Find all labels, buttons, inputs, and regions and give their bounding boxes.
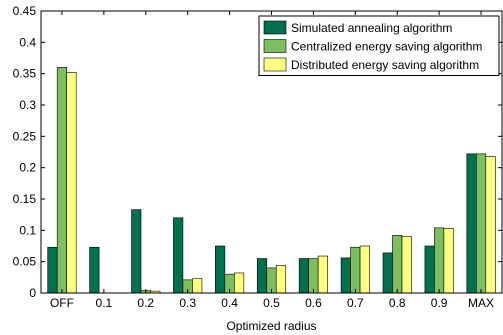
y-tick-label: 0.1 [19, 223, 36, 237]
bar [66, 72, 77, 294]
y-tick-label: 0.4 [19, 35, 36, 49]
bar [466, 153, 477, 294]
x-tick-label: 0.7 [347, 296, 364, 310]
legend-label: Distributed energy saving algorithm [291, 58, 479, 72]
legend-swatch [263, 57, 287, 72]
bar [298, 258, 309, 294]
bar [443, 228, 454, 294]
bar [192, 278, 203, 294]
legend: Simulated annealing algorithm Centralized… [258, 15, 500, 76]
legend-swatch [263, 39, 287, 53]
bar [401, 236, 412, 294]
y-tick-label: 0.35 [13, 67, 37, 81]
bar [47, 246, 58, 294]
bar [256, 258, 268, 294]
bar [475, 153, 487, 294]
bar [215, 245, 226, 294]
x-tick-label: 0.9 [431, 296, 448, 310]
y-tick-label: 0.15 [13, 192, 37, 206]
ticks-layer: 0 0.05 0.1 0.15 0.2 0.25 0.3 0.35 0.4 0.45 OFF 0.1 0… [13, 4, 502, 310]
x-tick-label: MAX [468, 296, 494, 310]
bar [392, 235, 403, 294]
bar [131, 209, 142, 294]
x-tick-label: 0.4 [221, 296, 238, 310]
legend-label: Centralized energy saving algorithm [291, 40, 482, 54]
y-tick-label: 0.2 [19, 161, 36, 175]
bars-layer [47, 67, 496, 294]
legend-box [258, 15, 500, 76]
x-tick-label: 0.3 [179, 296, 196, 310]
bar [234, 272, 245, 294]
bar [350, 246, 361, 294]
bar [173, 217, 184, 294]
x-tick-label: OFF [50, 296, 74, 310]
x-tick-label: 0.5 [263, 296, 280, 310]
bar [56, 67, 68, 294]
y-tick-label: 0.05 [13, 255, 37, 269]
x-axis-label: Optimized radius [226, 319, 316, 333]
bar [485, 156, 496, 294]
bar [424, 245, 435, 294]
bar [434, 227, 445, 294]
y-tick-label: 0.3 [19, 98, 36, 112]
bar [275, 265, 287, 294]
x-tick-label: 0.6 [305, 296, 322, 310]
bar [382, 252, 393, 294]
x-tick-label: 0.1 [96, 296, 113, 310]
bar [317, 255, 328, 294]
bar [359, 245, 370, 294]
x-tick-label: 0.8 [389, 296, 406, 310]
x-tick-label: 0.2 [137, 296, 154, 310]
legend-label: Simulated annealing algorithm [291, 21, 452, 35]
legend-swatch [263, 20, 287, 35]
y-tick-label: 0 [29, 286, 36, 300]
y-tick-label: 0.25 [13, 129, 37, 143]
bar [308, 258, 319, 294]
bar [89, 246, 100, 294]
y-tick-label: 0.45 [13, 4, 37, 18]
bar [340, 257, 351, 294]
